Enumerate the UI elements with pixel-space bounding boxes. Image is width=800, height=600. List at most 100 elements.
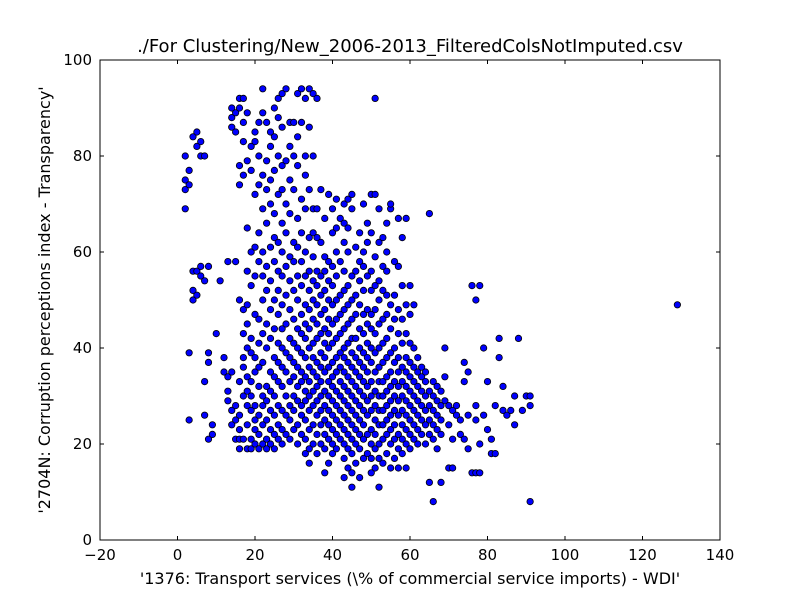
data-point <box>332 195 340 203</box>
data-point <box>243 344 251 352</box>
data-point <box>317 363 325 371</box>
data-point <box>328 229 337 237</box>
data-point <box>476 440 484 448</box>
data-point <box>352 459 360 467</box>
data-point <box>266 243 275 251</box>
data-point <box>418 401 426 410</box>
data-point <box>421 421 430 429</box>
data-point <box>239 138 247 146</box>
data-point <box>243 224 251 232</box>
data-point <box>332 368 340 376</box>
data-point <box>421 368 430 376</box>
data-point <box>243 320 251 328</box>
data-point <box>228 123 236 131</box>
data-point <box>243 421 251 429</box>
data-point <box>379 315 387 323</box>
data-point <box>394 411 402 419</box>
data-point <box>294 272 302 280</box>
data-point <box>359 286 368 294</box>
data-point <box>247 377 255 386</box>
data-point <box>317 186 325 194</box>
data-point <box>480 411 488 419</box>
data-point <box>301 152 309 160</box>
data-point <box>305 234 313 242</box>
data-point <box>321 305 329 314</box>
data-point <box>204 262 213 270</box>
data-point <box>266 176 275 184</box>
data-point <box>290 425 298 434</box>
data-point <box>185 166 193 174</box>
data-point <box>344 445 352 453</box>
data-point <box>263 416 271 424</box>
data-point <box>305 392 313 400</box>
data-point <box>189 286 197 294</box>
data-point <box>359 435 368 443</box>
data-point <box>263 382 271 390</box>
data-point <box>274 401 282 410</box>
data-point <box>294 440 302 448</box>
data-point <box>379 421 387 429</box>
data-point <box>286 401 294 410</box>
data-point <box>421 377 430 386</box>
data-point <box>425 387 433 395</box>
data-point <box>325 190 333 198</box>
data-point <box>414 353 422 362</box>
y-axis-label: '2704N: Corruption perceptions index - T… <box>35 86 54 513</box>
data-point <box>185 349 193 357</box>
data-point <box>255 430 263 438</box>
x-tick-label: 40 <box>323 546 342 564</box>
data-point <box>301 373 309 381</box>
data-point <box>247 281 255 290</box>
data-point <box>297 368 306 376</box>
data-point <box>348 421 356 429</box>
data-point <box>359 310 368 318</box>
data-point <box>282 320 290 328</box>
data-point <box>375 454 383 462</box>
data-point <box>421 440 430 448</box>
data-point <box>313 281 321 290</box>
data-point <box>228 114 236 122</box>
data-point <box>305 459 313 467</box>
data-point <box>297 195 306 203</box>
data-point <box>394 464 402 472</box>
data-point <box>309 401 317 410</box>
data-point <box>371 349 379 357</box>
data-point <box>282 411 290 419</box>
data-point <box>526 497 534 506</box>
data-point <box>340 325 348 333</box>
data-point <box>359 421 368 429</box>
data-point <box>255 382 263 390</box>
data-point <box>305 344 313 352</box>
data-point <box>406 281 414 290</box>
data-point <box>325 421 333 429</box>
data-point <box>394 305 402 314</box>
data-point <box>371 253 379 261</box>
data-point <box>398 315 406 323</box>
data-point <box>313 397 321 405</box>
data-point <box>313 320 321 328</box>
data-point <box>247 142 255 150</box>
data-point <box>286 377 294 386</box>
data-point <box>336 406 344 414</box>
data-point <box>456 416 464 424</box>
data-point <box>352 291 360 299</box>
data-point <box>363 449 371 458</box>
data-point <box>297 281 306 290</box>
data-point <box>336 363 344 371</box>
data-point <box>332 224 340 232</box>
data-point <box>201 152 209 160</box>
data-point <box>313 205 321 213</box>
data-point <box>480 344 488 352</box>
data-point <box>367 267 375 275</box>
data-point <box>394 368 402 376</box>
data-point <box>328 411 337 419</box>
data-point <box>352 382 360 390</box>
data-point <box>452 411 461 419</box>
data-point <box>263 286 271 294</box>
data-point <box>472 401 480 410</box>
data-point <box>390 291 399 299</box>
data-point <box>402 214 410 222</box>
data-point <box>266 440 275 448</box>
data-point <box>251 310 259 318</box>
data-point <box>398 435 406 443</box>
